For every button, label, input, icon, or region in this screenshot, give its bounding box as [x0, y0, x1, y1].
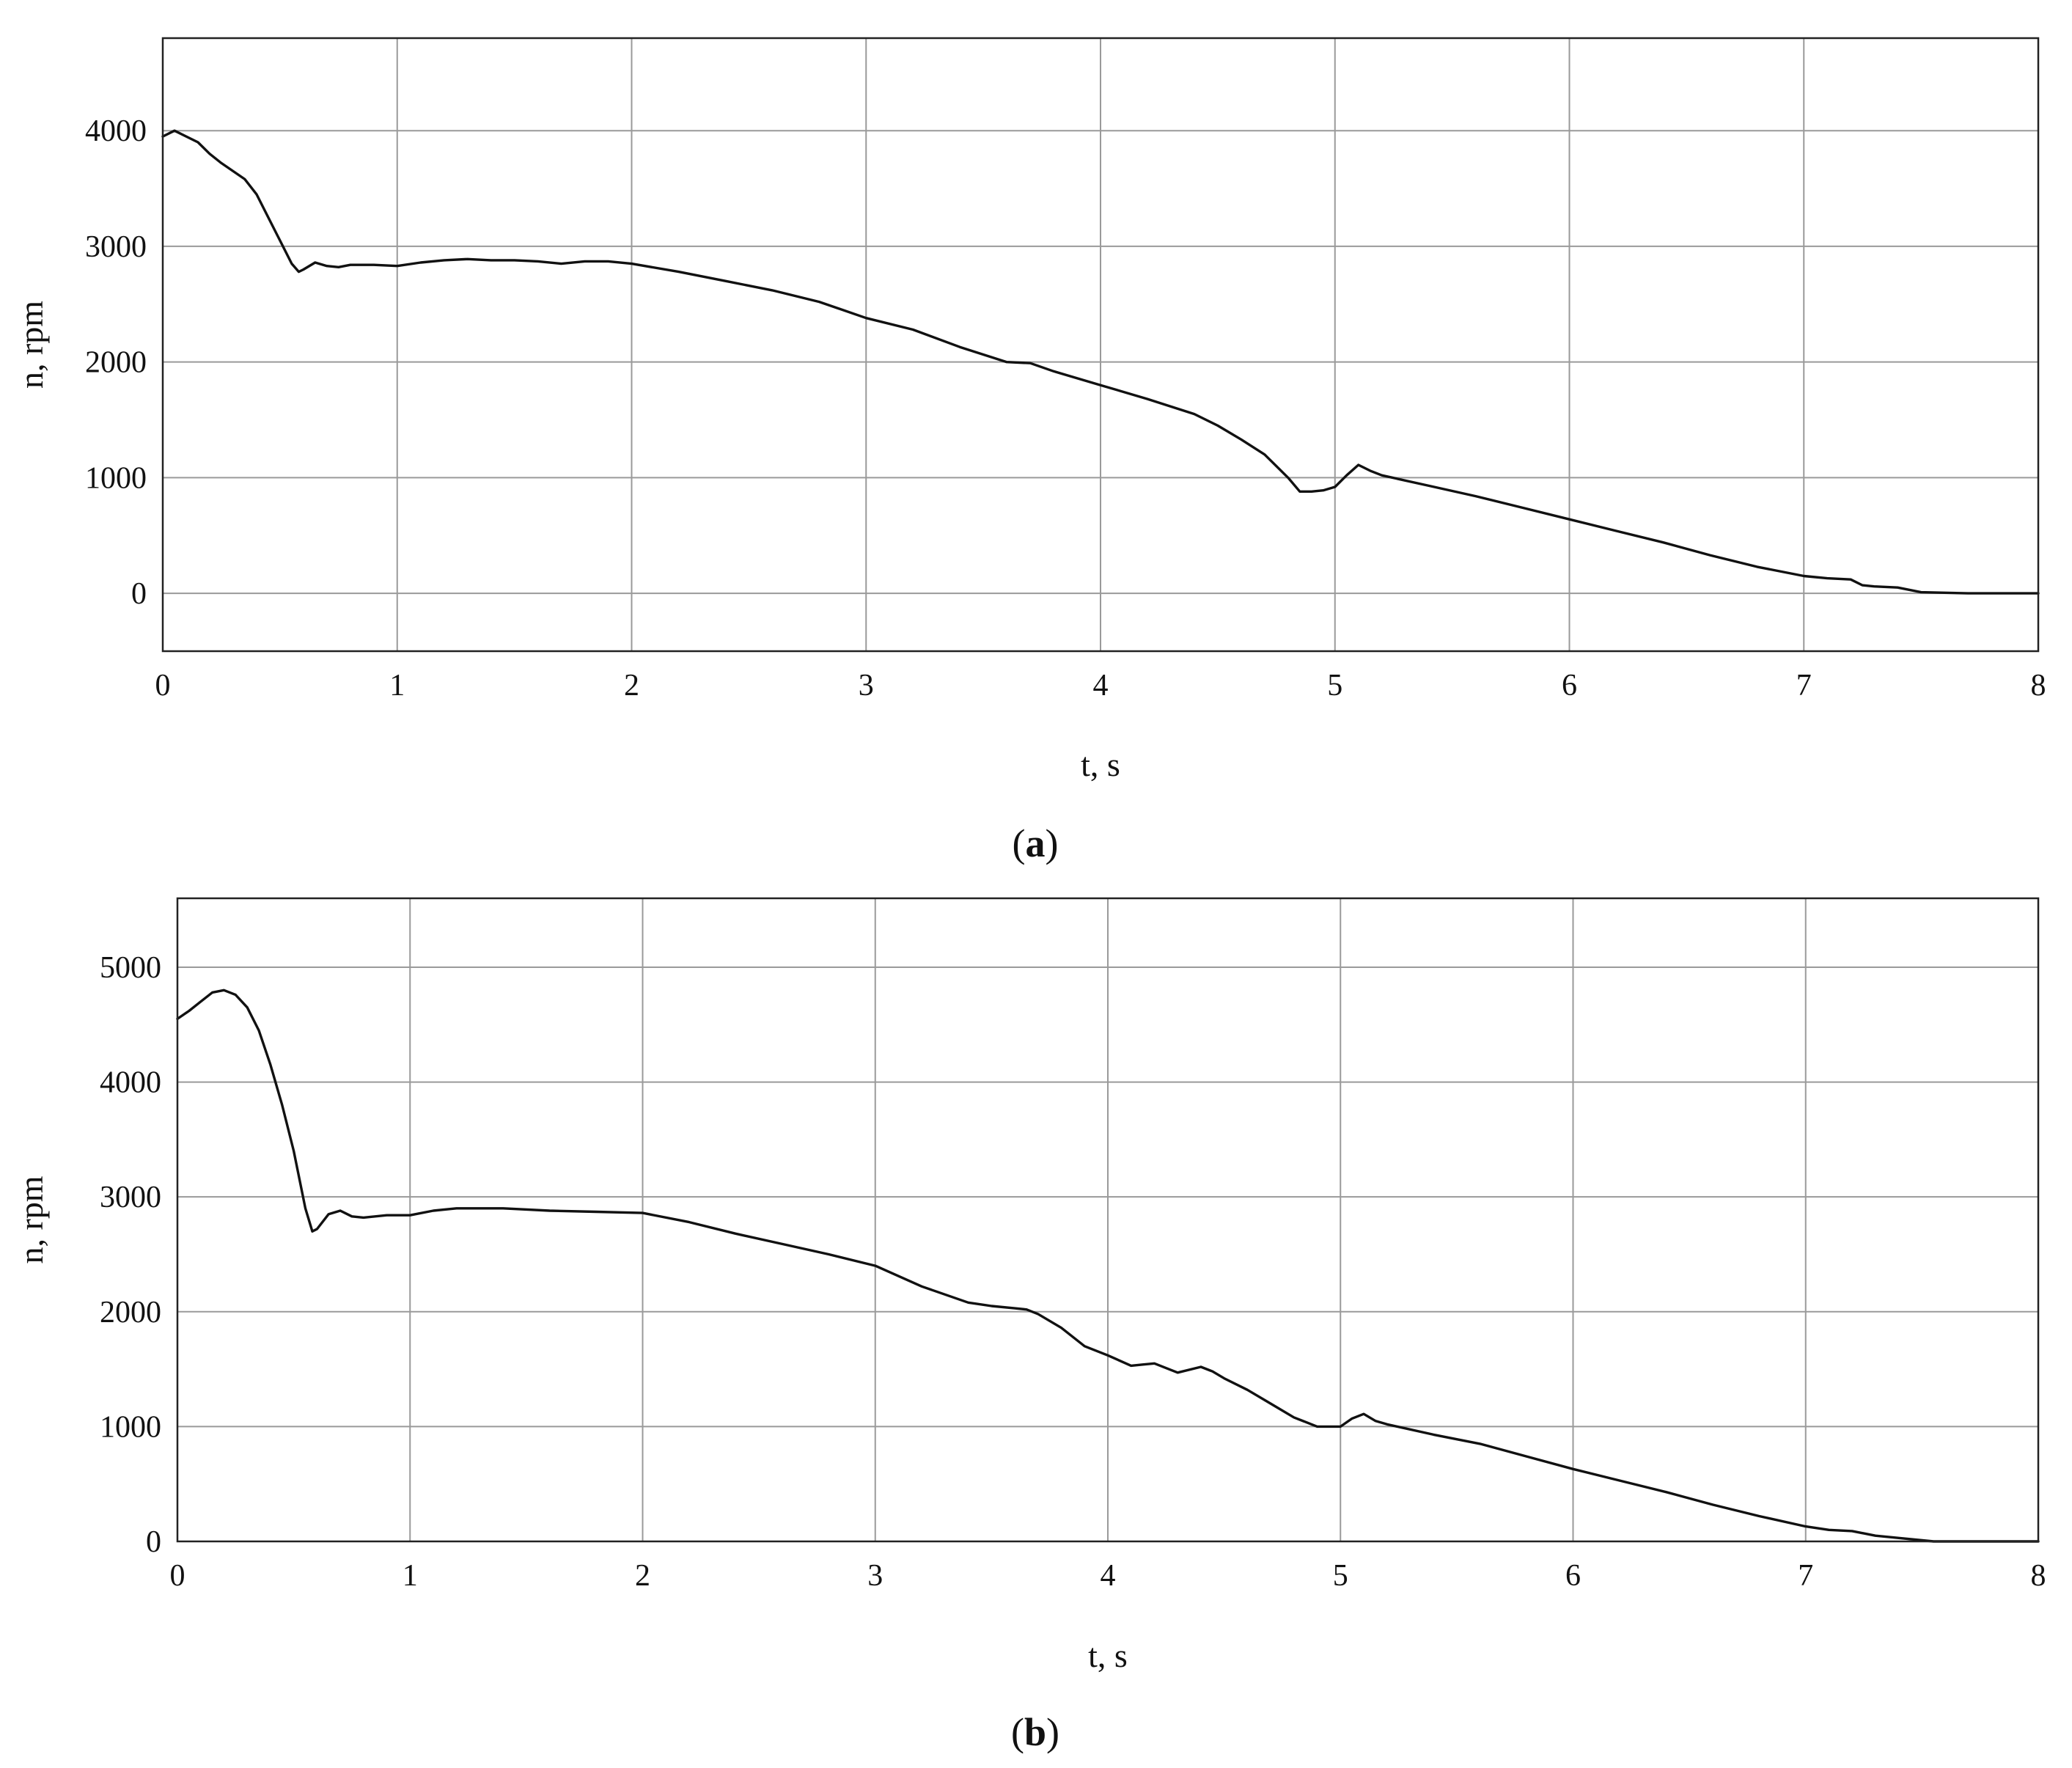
plot-frame: [176, 897, 2040, 1543]
panel-caption-letter: b: [1024, 1710, 1046, 1754]
x-tick-label: 2: [624, 669, 639, 703]
x-tick-label: 7: [1798, 1559, 1813, 1593]
y-tick-label: 3000: [100, 1181, 161, 1214]
x-axis-label: t, s: [1088, 1637, 1128, 1674]
y-tick-label: 2000: [100, 1296, 161, 1329]
series-line-0: [161, 129, 2040, 595]
y-tick-label: 0: [131, 577, 147, 611]
x-tick-label: 3: [859, 669, 874, 703]
x-tick-label: 4: [1101, 1559, 1116, 1593]
x-tick-label: 8: [2031, 669, 2046, 703]
x-tick-label: 6: [1562, 669, 1577, 703]
y-axis-label: n, rpm: [12, 1175, 50, 1263]
chart-panel-a: 0 1 2 3 4 5 6 7 8 0 1000 2000 3000 4000 t, s n, rpm (a): [12, 37, 2046, 865]
y-tick-label: 1000: [85, 461, 147, 495]
y-tick-label: 1000: [100, 1410, 161, 1444]
panel-caption: (b): [1011, 1710, 1059, 1754]
x-tick-label: 5: [1327, 669, 1342, 703]
x-tick-label: 0: [155, 669, 171, 703]
x-tick-label: 1: [389, 669, 405, 703]
y-tick-label: 0: [146, 1525, 161, 1559]
y-axis-label: n, rpm: [12, 301, 50, 389]
panel-caption-letter: a: [1026, 821, 1046, 865]
x-tick-label: 4: [1093, 669, 1109, 703]
x-tick-label: 0: [170, 1559, 185, 1593]
y-tick-label: 2000: [85, 346, 147, 380]
y-tick-label: 4000: [85, 114, 147, 148]
panel-caption: (a): [1013, 821, 1059, 865]
y-tick-label: 3000: [85, 230, 147, 264]
x-axis-label: t, s: [1081, 746, 1120, 783]
x-tick-label: 2: [635, 1559, 650, 1593]
chart-panel-b: 0 1 2 3 4 5 6 7 8 0 1000 2000 3000 4000 5000 t, s n, rpm…: [12, 897, 2046, 1754]
y-tick-label: 5000: [100, 951, 161, 985]
x-tick-label: 6: [1565, 1559, 1581, 1593]
plot-frame: [161, 37, 2040, 653]
series-line-0: [176, 988, 2040, 1543]
x-tick-label: 5: [1333, 1559, 1348, 1593]
x-tick-label: 3: [867, 1559, 883, 1593]
x-tick-label: 1: [403, 1559, 418, 1593]
y-tick-label: 4000: [100, 1066, 161, 1100]
x-tick-label: 8: [2031, 1559, 2046, 1593]
x-tick-label: 7: [1796, 669, 1812, 703]
